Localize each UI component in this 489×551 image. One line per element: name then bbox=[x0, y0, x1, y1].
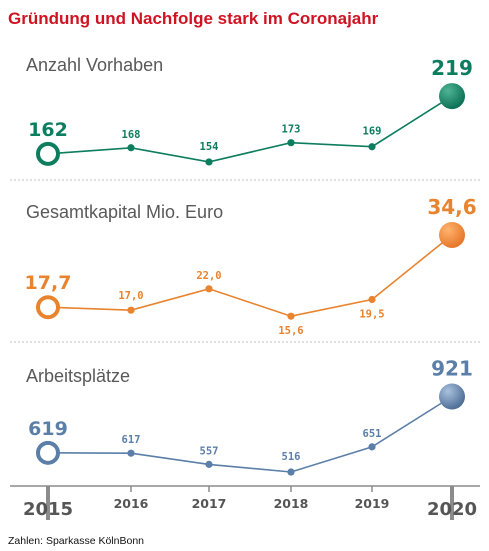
data-point bbox=[287, 139, 295, 147]
data-label: 173 bbox=[282, 124, 301, 136]
data-point bbox=[368, 295, 376, 304]
data-point-end bbox=[439, 83, 465, 110]
data-label: 22,0 bbox=[196, 270, 221, 282]
data-label: 154 bbox=[200, 141, 219, 153]
data-label: 557 bbox=[200, 445, 219, 457]
chart-title: Gründung und Nachfolge stark im Coronaja… bbox=[8, 9, 379, 28]
data-point bbox=[368, 443, 376, 451]
data-label: 921 bbox=[431, 357, 473, 381]
data-point-end bbox=[439, 221, 465, 248]
data-label: 168 bbox=[122, 129, 141, 141]
x-tick-label: 2019 bbox=[355, 496, 390, 511]
data-point bbox=[368, 143, 376, 151]
series-name: Gesamtkapital Mio. Euro bbox=[26, 202, 223, 222]
series-name: Anzahl Vorhaben bbox=[26, 55, 163, 75]
data-point bbox=[127, 449, 135, 457]
data-label: 516 bbox=[282, 451, 301, 463]
data-point bbox=[205, 285, 213, 293]
data-point-start bbox=[36, 295, 60, 320]
data-point bbox=[287, 312, 295, 320]
data-label: 619 bbox=[28, 418, 68, 440]
series-line bbox=[47, 395, 453, 473]
data-label: 15,6 bbox=[278, 325, 303, 337]
data-label: 651 bbox=[363, 428, 382, 440]
data-point bbox=[127, 306, 135, 314]
data-point-start bbox=[36, 141, 60, 166]
x-tick-label: 2016 bbox=[114, 496, 149, 511]
x-tick-label: 2017 bbox=[192, 496, 227, 511]
x-tick-label: 2015 bbox=[23, 499, 73, 520]
x-tick-label: 2020 bbox=[427, 499, 477, 520]
data-label: 617 bbox=[122, 434, 141, 446]
x-tick-end bbox=[46, 486, 50, 520]
series-panel: Gesamtkapital Mio. Euro 17,7 17,0 22,0 15,6 1… bbox=[25, 195, 477, 337]
x-tick-end bbox=[450, 486, 454, 520]
series-panel: Arbeitsplätze 619 617 557 516 651 921 bbox=[26, 357, 473, 476]
data-label: 19,5 bbox=[359, 309, 384, 321]
series-panel: Anzahl Vorhaben 162 168 154 173 169 219 bbox=[26, 55, 473, 166]
data-label: 162 bbox=[28, 119, 68, 141]
series-line bbox=[47, 234, 453, 318]
source-note: Zahlen: Sparkasse KölnBonn bbox=[8, 535, 144, 547]
data-point bbox=[205, 158, 213, 166]
data-label: 34,6 bbox=[427, 195, 476, 219]
data-label: 17,0 bbox=[118, 290, 143, 302]
data-point-end bbox=[439, 383, 465, 410]
data-point bbox=[127, 144, 135, 152]
x-tick-label: 2018 bbox=[274, 496, 309, 511]
data-label: 219 bbox=[431, 56, 473, 80]
series-name: Arbeitsplätze bbox=[26, 366, 130, 386]
data-label: 17,7 bbox=[25, 272, 72, 294]
data-label: 169 bbox=[363, 126, 382, 138]
data-point bbox=[287, 468, 295, 476]
data-point-start bbox=[36, 440, 60, 465]
data-point bbox=[205, 460, 213, 468]
series-line bbox=[47, 95, 453, 163]
